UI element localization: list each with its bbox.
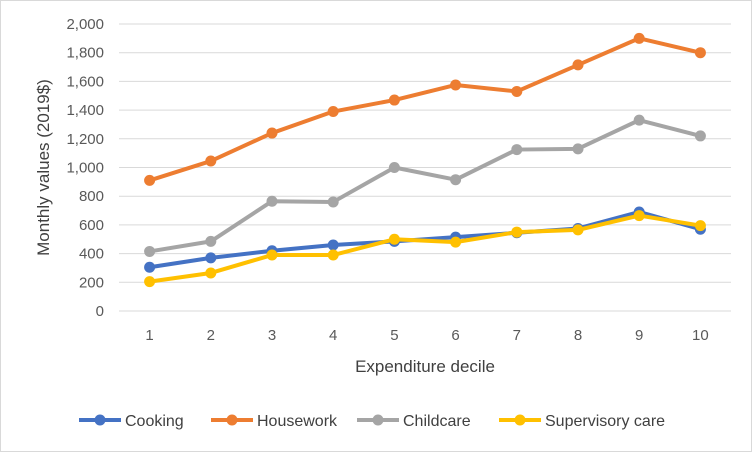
data-point (144, 174, 156, 186)
data-point (694, 220, 706, 232)
data-point (572, 59, 584, 71)
data-point (327, 249, 339, 261)
x-tick-label: 9 (635, 327, 643, 344)
series-childcare (144, 114, 706, 257)
legend-marker (226, 414, 238, 426)
data-point (144, 276, 156, 288)
y-tick-label: 1,600 (66, 73, 104, 90)
x-axis-ticks: 1 2 3 4 5 6 7 8 9 10 (145, 327, 708, 344)
data-point (572, 224, 584, 236)
legend-label: Cooking (125, 413, 184, 430)
y-tick-label: 600 (79, 217, 104, 234)
data-point (327, 239, 339, 251)
y-tick-label: 1,200 (66, 131, 104, 148)
y-tick-label: 2,000 (66, 16, 104, 33)
y-tick-label: 400 (79, 246, 104, 263)
y-tick-label: 1,000 (66, 160, 104, 177)
data-point (144, 245, 156, 257)
legend: Cooking Housework Childcare Supervisory car… (79, 413, 665, 430)
x-tick-label: 1 (145, 327, 153, 344)
series-supervisory-care (144, 210, 706, 288)
data-point (205, 235, 217, 247)
data-point (205, 252, 217, 264)
data-point (572, 143, 584, 155)
series-housework (144, 32, 706, 186)
x-tick-label: 4 (329, 327, 337, 344)
data-point (511, 85, 523, 97)
legend-item: Cooking (79, 413, 184, 430)
data-point (633, 210, 645, 222)
data-point (266, 127, 278, 139)
series-line (147, 213, 703, 284)
legend-marker (514, 414, 526, 426)
x-tick-label: 6 (451, 327, 459, 344)
data-point (450, 174, 462, 186)
x-tick-label: 2 (207, 327, 215, 344)
data-point (327, 106, 339, 118)
y-tick-label: 1,800 (66, 45, 104, 62)
legend-label: Childcare (403, 413, 471, 430)
series-line (147, 36, 703, 183)
data-point (266, 195, 278, 207)
data-point (388, 233, 400, 245)
series-lines (144, 32, 706, 288)
legend-marker (372, 414, 384, 426)
data-point (633, 114, 645, 126)
data-point (511, 226, 523, 238)
y-axis-ticks: 0 200 400 600 800 1,000 1,200 1,400 1,600 1,800 2,… (66, 16, 104, 320)
y-tick-label: 1,400 (66, 102, 104, 119)
legend-item: Supervisory care (499, 413, 665, 430)
data-point (144, 261, 156, 273)
legend-item: Childcare (357, 413, 471, 430)
legend-marker (94, 414, 106, 426)
y-tick-label: 200 (79, 274, 104, 291)
data-point (205, 155, 217, 167)
x-tick-label: 7 (513, 327, 521, 344)
data-point (388, 94, 400, 106)
data-point (450, 236, 462, 248)
data-point (633, 32, 645, 44)
series-line (147, 118, 703, 254)
data-point (327, 196, 339, 208)
legend-item: Housework (211, 413, 338, 430)
legend-label: Housework (257, 413, 338, 430)
x-tick-label: 8 (574, 327, 582, 344)
x-tick-label: 10 (692, 327, 709, 344)
y-tick-label: 800 (79, 188, 104, 205)
data-point (694, 47, 706, 59)
data-point (511, 144, 523, 156)
data-point (450, 79, 462, 91)
y-axis-title: Monthly values (2019$) (34, 79, 53, 256)
gridlines (119, 23, 731, 312)
data-point (388, 162, 400, 173)
y-tick-label: 0 (96, 303, 104, 320)
data-point (266, 249, 278, 261)
x-axis-title: Expenditure decile (355, 357, 495, 376)
x-tick-label: 3 (268, 327, 276, 344)
x-tick-label: 5 (390, 327, 398, 344)
data-point (205, 267, 217, 279)
data-point (694, 130, 706, 142)
legend-label: Supervisory care (545, 413, 665, 430)
